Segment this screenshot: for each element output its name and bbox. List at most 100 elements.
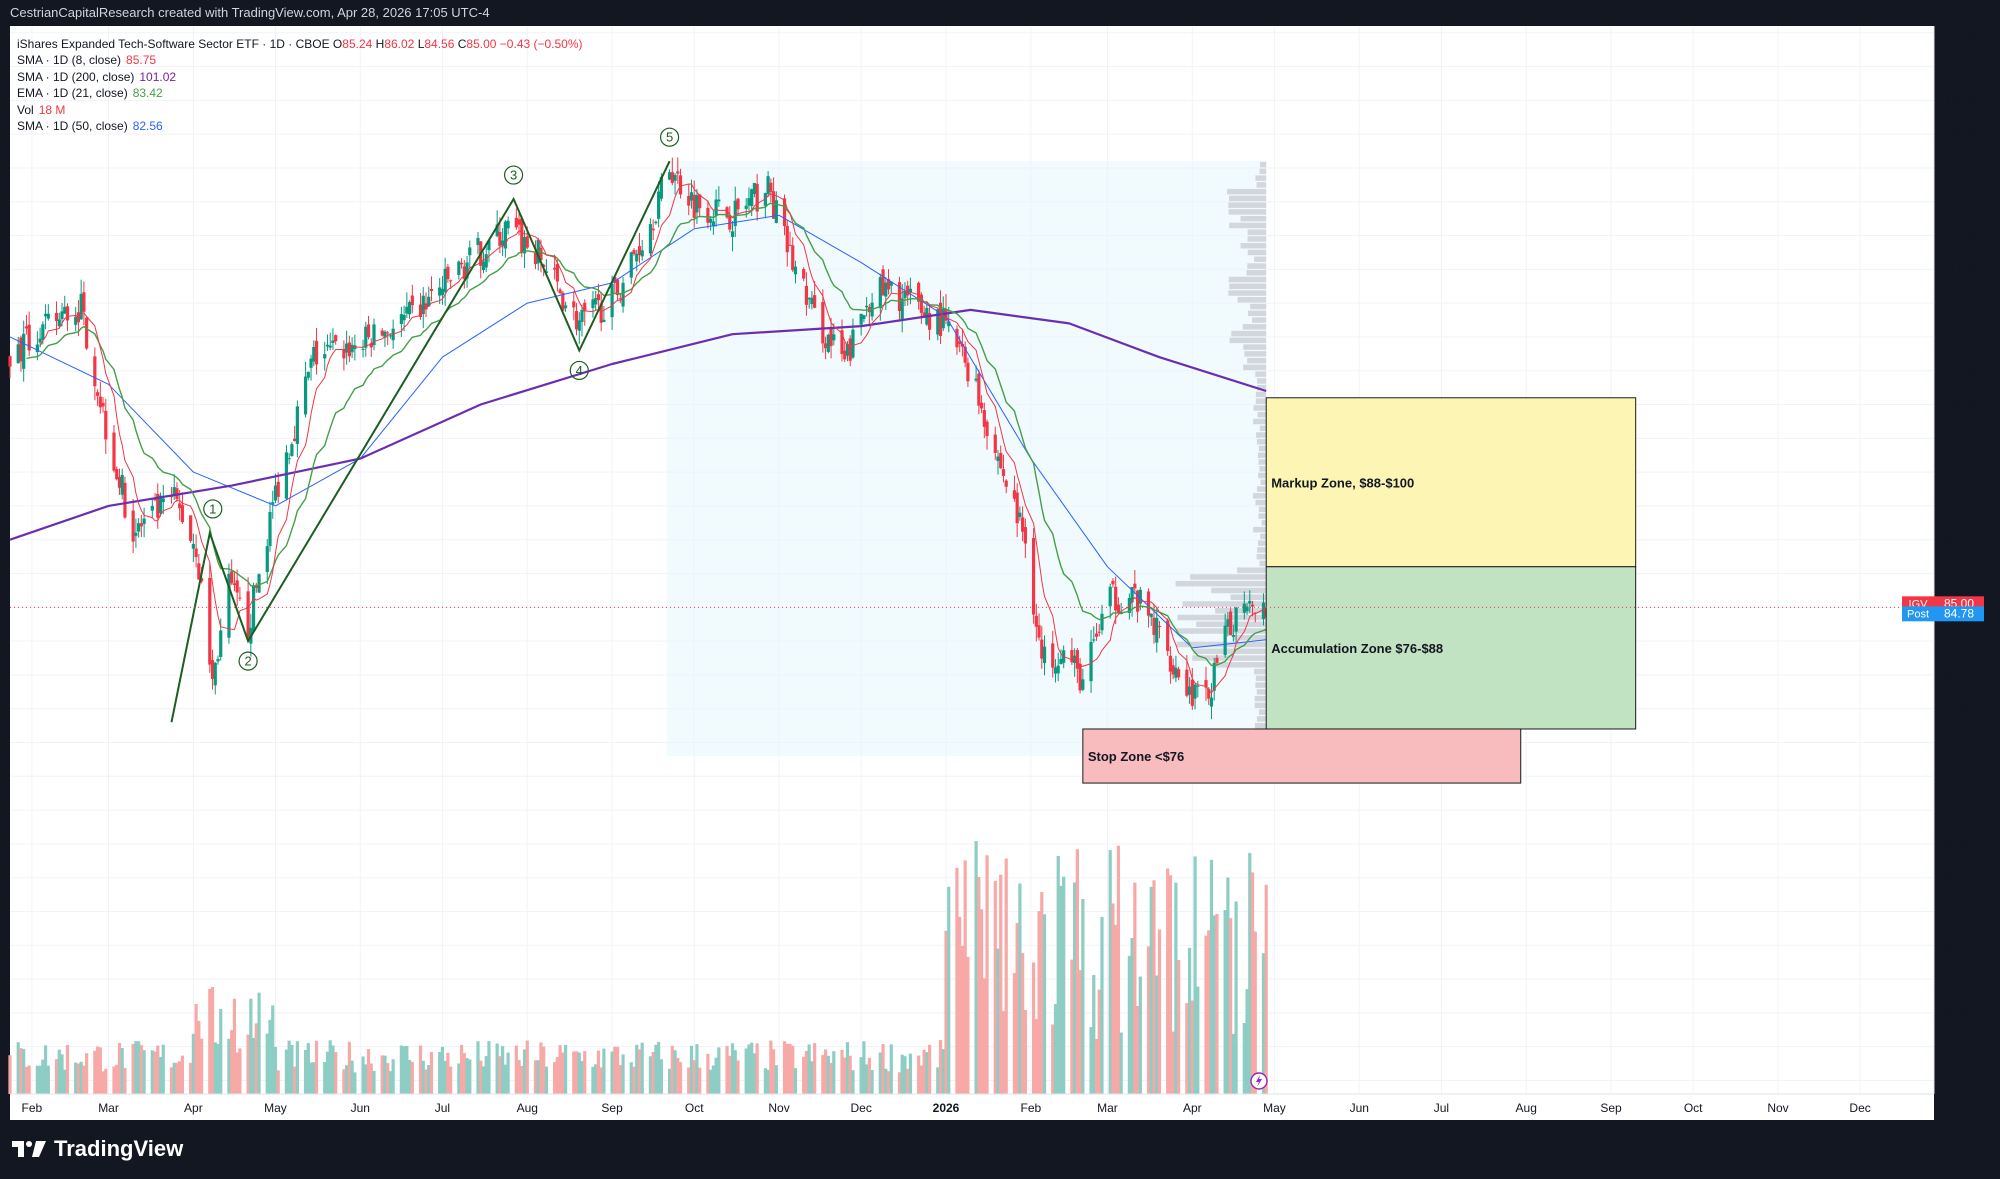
volume-bar: [290, 1044, 294, 1094]
indicator-value: 82.56: [132, 119, 163, 134]
candle-body: [449, 280, 453, 282]
candle-body: [189, 515, 193, 541]
ohlc-h-key: H: [375, 37, 385, 51]
legend-indicator-ema21[interactable]: EMA · 1D (21, close) 83.42: [17, 85, 583, 101]
candle-body: [1130, 587, 1134, 603]
indicator-label: SMA · 1D (50, close): [17, 119, 128, 134]
candle-body: [273, 485, 278, 501]
candle-body: [769, 182, 773, 193]
volume-profile-bar: [1247, 236, 1267, 242]
legend-indicator-sma200[interactable]: SMA · 1D (200, close) 101.02: [17, 69, 583, 85]
candle-body: [1056, 665, 1060, 674]
candle-body: [506, 220, 510, 229]
candle-body: [711, 221, 715, 227]
volume-bar: [93, 1050, 97, 1094]
price-tick-label: 107.50: [1944, 296, 1981, 310]
volume-bar: [878, 1052, 882, 1094]
volume-bar: [487, 1041, 491, 1094]
candle-body: [350, 344, 354, 353]
volume-profile-bar: [1255, 675, 1267, 682]
volume-bar: [596, 1050, 601, 1094]
volume-profile-bar: [1240, 215, 1267, 222]
candle-body: [361, 348, 365, 350]
time-tick-label: May: [264, 1101, 287, 1115]
candle-body: [840, 330, 844, 354]
candle-body: [150, 505, 154, 511]
volume-bar: [1042, 914, 1047, 1094]
sma200-line: [9, 308, 1267, 541]
volume-bar: [137, 1041, 141, 1094]
candle-body: [257, 574, 261, 593]
volume-bar: [57, 1049, 61, 1094]
volume-bar: [191, 1033, 195, 1094]
legend-indicator-vol[interactable]: Vol 18 M: [17, 102, 583, 118]
volume-bar: [580, 1061, 584, 1094]
volume-profile-bar: [1242, 324, 1267, 330]
candle-body: [539, 247, 543, 261]
volume-profile-bar: [1252, 493, 1267, 499]
volume-bar: [112, 1066, 116, 1094]
volume-bar: [1212, 915, 1216, 1094]
volume-profile-bar: [1246, 270, 1267, 276]
volume-bar: [903, 1056, 907, 1094]
volume-profile-bar: [1257, 486, 1267, 492]
volume-bar: [966, 956, 970, 1094]
candle-body: [1196, 685, 1200, 687]
volume-bar: [1037, 911, 1041, 1094]
candle-body: [19, 337, 23, 362]
volume-bar: [947, 886, 951, 1094]
volume-bar: [574, 1051, 579, 1094]
candle-body: [219, 630, 223, 657]
volume-bar: [823, 1049, 828, 1094]
legend-indicator-sma8[interactable]: SMA · 1D (8, close) 85.75: [17, 52, 583, 68]
volume-bar: [421, 1060, 425, 1094]
candle-body: [191, 543, 195, 549]
volume-bar: [897, 1072, 902, 1094]
volume-bar: [717, 1047, 721, 1094]
candle-body: [1089, 641, 1093, 682]
candle-body: [238, 597, 242, 599]
volume-bar: [85, 1053, 89, 1094]
candle-body: [1193, 684, 1197, 699]
tradingview-logo[interactable]: TradingView: [12, 1136, 183, 1162]
volume-bar: [388, 1071, 393, 1094]
candle-body: [788, 244, 792, 246]
candle-body: [210, 660, 215, 679]
volume-profile-bar: [1258, 709, 1267, 715]
volume-bar: [468, 1059, 472, 1094]
volume-bar: [210, 987, 215, 1094]
candles: [8, 157, 1268, 720]
volume-bar: [1149, 886, 1153, 1094]
volume-bar: [1051, 1024, 1055, 1094]
volume-bar: [733, 1050, 737, 1094]
candle-body: [750, 189, 754, 207]
volume-bar: [366, 1049, 371, 1094]
volume-profile-bar: [1255, 398, 1267, 404]
volume-bar: [249, 998, 253, 1094]
candle-body: [596, 294, 601, 301]
wave-count-line: [170, 160, 671, 723]
candle-body: [43, 313, 48, 317]
volume-bar: [514, 1045, 518, 1094]
candle-body: [947, 321, 951, 327]
volume-bar: [632, 1066, 636, 1094]
volume-bar: [1111, 903, 1115, 1094]
volume-profile-bar: [1247, 357, 1267, 364]
candle-body: [1168, 655, 1173, 672]
volume-bar: [602, 1048, 606, 1094]
legend-indicator-sma50[interactable]: SMA · 1D (50, close) 82.56: [17, 118, 583, 134]
candle-body: [156, 493, 160, 518]
candle-body: [501, 240, 505, 246]
volume-profile-bar: [1254, 695, 1267, 702]
volume-bar: [525, 1040, 529, 1094]
volume-bar: [325, 1051, 330, 1094]
badge-tag-bg: [1902, 606, 1934, 622]
volume-bar: [1114, 924, 1118, 1094]
volume-bar: [175, 1062, 179, 1094]
volume-bar: [449, 1066, 453, 1094]
candle-body: [996, 456, 1000, 461]
volume-profile-bar: [1255, 499, 1267, 506]
indicator-value: 85.75: [126, 53, 157, 68]
candle-body: [1070, 650, 1074, 663]
